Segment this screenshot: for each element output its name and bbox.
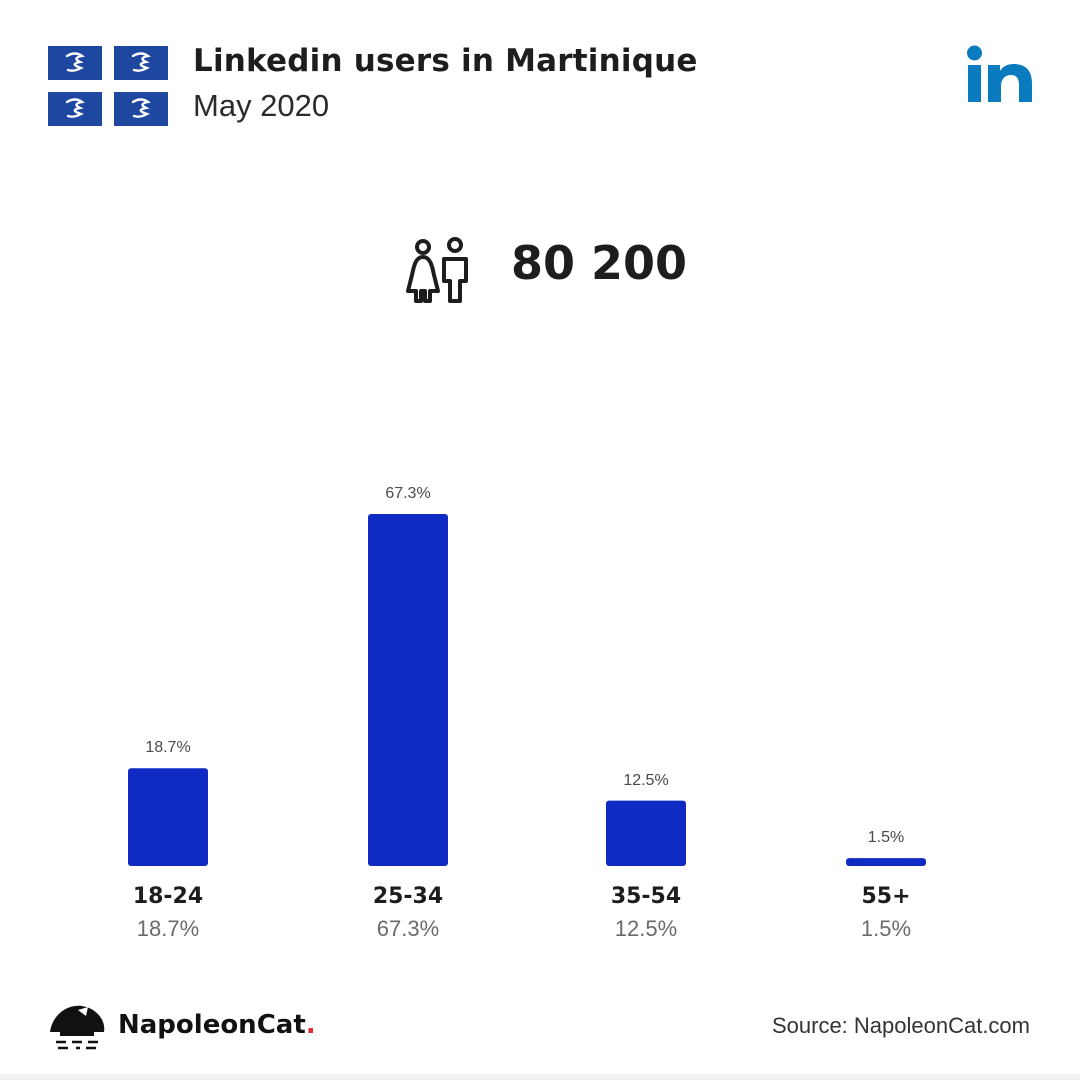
linkedin-logo-icon xyxy=(967,45,1032,102)
bar-35-54 xyxy=(606,800,686,866)
martinique-snake-flag-icon xyxy=(114,92,168,126)
users-icon xyxy=(406,237,468,303)
bar-value-label: 67.3% xyxy=(385,485,431,502)
bar-value-label: 12.5% xyxy=(623,771,669,789)
martinique-snake-flag-icon xyxy=(114,46,168,80)
total-users: 80 200 xyxy=(511,236,688,290)
category-value: 1.5% xyxy=(860,916,912,941)
bar-55+ xyxy=(846,858,926,866)
chart-title: Linkedin users in Martinique xyxy=(193,43,698,79)
category-label: 25-34 xyxy=(372,884,444,909)
category-label: 35-54 xyxy=(610,884,682,909)
chart-subtitle: May 2020 xyxy=(193,88,330,123)
footer-brand-name: NapoleonCat xyxy=(118,1010,306,1040)
footer-brand: NapoleonCat. xyxy=(118,1010,316,1040)
flag xyxy=(48,46,168,126)
footer-brand-dot: . xyxy=(305,1010,316,1040)
bar-18-24 xyxy=(128,768,208,866)
source-credit: Source: NapoleonCat.com xyxy=(771,1013,1030,1038)
category-label: 18-24 xyxy=(132,884,204,909)
category-value: 12.5% xyxy=(614,916,678,941)
category-value: 67.3% xyxy=(376,916,440,941)
martinique-snake-flag-icon xyxy=(48,92,102,126)
bar-value-label: 1.5% xyxy=(867,829,905,847)
bar-value-label: 18.7% xyxy=(145,739,191,757)
category-label: 55+ xyxy=(861,884,911,909)
category-value: 18.7% xyxy=(136,916,200,941)
bar-25-34 xyxy=(368,514,448,866)
napoleoncat-logo-icon xyxy=(50,1005,105,1050)
martinique-snake-flag-icon xyxy=(48,46,102,80)
bottom-strip xyxy=(0,1074,1080,1080)
